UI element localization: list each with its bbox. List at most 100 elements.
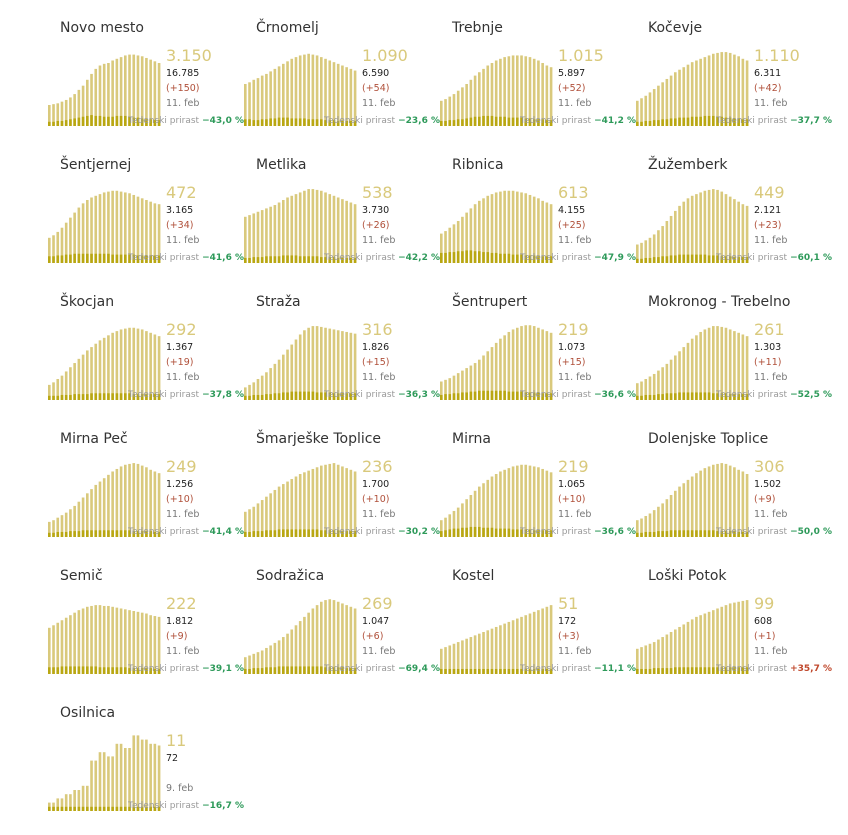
- daily-delta: (+25): [558, 220, 586, 231]
- bar-new: [482, 390, 485, 400]
- bar-active: [648, 513, 652, 537]
- weekly-growth: Tedenski prirast −69,4 %: [324, 664, 440, 674]
- bar-new: [60, 120, 64, 126]
- bar-new: [720, 531, 724, 537]
- bar-active: [665, 634, 669, 674]
- bar-active: [86, 200, 89, 263]
- bar-active: [511, 190, 515, 263]
- bar-active: [48, 384, 51, 400]
- daily-delta: (+9): [166, 631, 188, 642]
- bar-active: [695, 473, 698, 537]
- total-count: 1.812: [166, 616, 194, 627]
- bar-new: [341, 531, 344, 537]
- bar-new: [265, 119, 268, 126]
- active-count: 219: [558, 457, 589, 476]
- bar-new: [444, 252, 447, 263]
- bar-new: [545, 668, 549, 674]
- bar-active: [157, 63, 161, 126]
- bar-active: [682, 67, 686, 126]
- bar-new: [52, 256, 55, 263]
- active-count: 316: [362, 320, 393, 339]
- bar-active: [444, 379, 447, 400]
- bar-new: [707, 530, 711, 537]
- bar-new: [482, 668, 485, 674]
- bar-new: [737, 531, 740, 537]
- bar-active: [132, 735, 136, 811]
- bar-new: [157, 806, 161, 811]
- growth-label: Tedenski prirast: [128, 527, 200, 537]
- bar-new: [644, 668, 648, 674]
- bar-active: [349, 202, 353, 263]
- municipality-name: Kostel: [452, 568, 495, 584]
- bar-new: [520, 391, 523, 400]
- last-date: 11. feb: [754, 372, 788, 383]
- bar-active: [256, 503, 260, 537]
- growth-label: Tedenski prirast: [324, 116, 396, 126]
- bar-active: [315, 605, 319, 674]
- bar-new: [311, 666, 315, 674]
- bar-active: [311, 189, 315, 263]
- bar-active: [153, 61, 157, 126]
- bar-new: [745, 667, 749, 674]
- active-count: 1.090: [362, 46, 408, 65]
- bar-new: [661, 531, 664, 537]
- municipality-card: Novo mesto 3.150 16.785 (+150) 11. feb Tedens…: [48, 20, 244, 150]
- bar-new: [456, 393, 460, 400]
- trend-chart: [636, 326, 749, 400]
- total-count: 1.073: [558, 342, 586, 353]
- bar-new: [465, 118, 468, 126]
- bar-active: [260, 210, 264, 263]
- bar-active: [286, 349, 289, 400]
- bar-new: [256, 668, 260, 674]
- bar-new: [682, 530, 686, 537]
- bar-active: [303, 190, 306, 263]
- bar-new: [153, 255, 157, 263]
- bar-active: [648, 643, 652, 674]
- bar-new: [298, 256, 302, 263]
- bar-new: [145, 531, 148, 537]
- bar-active: [507, 331, 511, 400]
- bar-new: [111, 393, 114, 400]
- bar-active: [260, 75, 264, 126]
- bar-new: [716, 255, 719, 263]
- growth-value: −60,1 %: [790, 253, 832, 263]
- bar-active: [733, 199, 736, 263]
- bar-new: [157, 668, 161, 674]
- bar-active: [440, 520, 443, 537]
- bar-active: [728, 465, 732, 537]
- bar-new: [77, 806, 81, 811]
- bar-active: [136, 735, 140, 811]
- bar-active: [532, 196, 536, 263]
- bar-new: [745, 257, 749, 263]
- bar-active: [461, 640, 464, 674]
- bar-new: [73, 394, 76, 400]
- bar-active: [256, 379, 260, 400]
- bar-new: [64, 666, 68, 674]
- bar-active: [273, 642, 277, 674]
- bar-new: [273, 393, 277, 400]
- bar-active: [707, 327, 711, 400]
- bar-active: [345, 200, 348, 263]
- bar-active: [336, 464, 340, 537]
- bar-new: [132, 254, 136, 263]
- daily-delta: (+1): [754, 631, 776, 642]
- bar-new: [537, 256, 540, 263]
- bar-new: [524, 118, 528, 126]
- bar-new: [149, 668, 152, 674]
- daily-delta: (+26): [362, 220, 390, 231]
- municipality-card: Šentrupert 219 1.073 (+15) 11. feb Tedenski p…: [440, 294, 636, 424]
- bar-new: [728, 667, 732, 674]
- bar-new: [128, 116, 131, 126]
- bar-new: [461, 251, 464, 263]
- bar-new: [674, 393, 677, 400]
- bar-active: [298, 55, 302, 126]
- bar-new: [724, 531, 728, 537]
- bar-new: [507, 253, 511, 263]
- bar-active: [703, 329, 707, 400]
- bar-active: [244, 511, 247, 537]
- municipality-name: Žužemberk: [648, 157, 728, 173]
- bar-new: [640, 532, 643, 537]
- bar-new: [473, 251, 477, 263]
- bar-new: [149, 531, 152, 537]
- bar-new: [661, 256, 664, 263]
